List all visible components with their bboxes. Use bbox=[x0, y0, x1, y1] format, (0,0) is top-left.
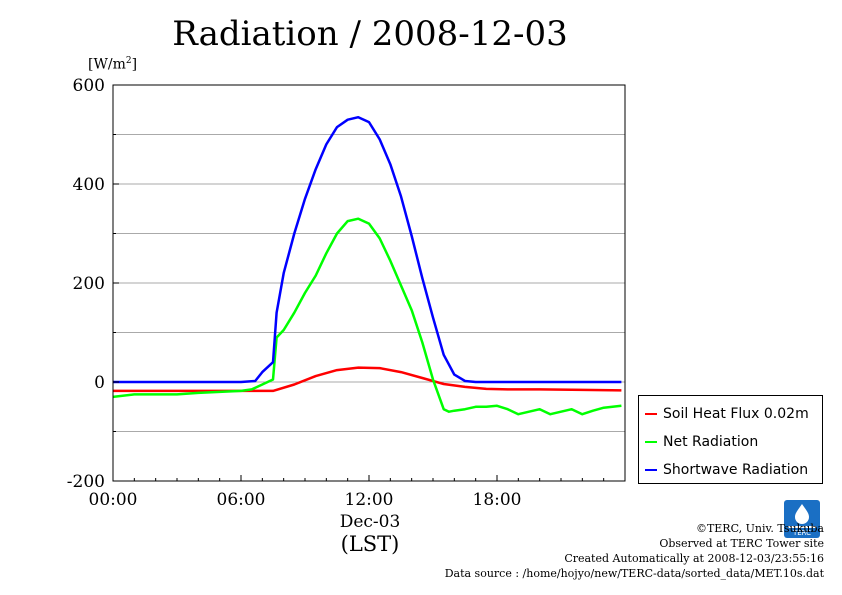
y-tick-label: -200 bbox=[67, 472, 105, 492]
terc-logo-icon: TERC bbox=[784, 500, 820, 538]
legend-label: Net Radiation bbox=[663, 434, 759, 450]
footer-copyright: ©TERC, Univ. Tsukuba bbox=[695, 522, 824, 535]
legend-label: Soil Heat Flux 0.02m bbox=[663, 406, 809, 422]
series-line-shortwave-radiation bbox=[113, 115, 622, 384]
legend: Soil Heat Flux 0.02m Net Radiation Short… bbox=[638, 395, 823, 484]
x-axis-label: (LST) bbox=[340, 532, 400, 556]
footer-site: Observed at TERC Tower site bbox=[659, 537, 824, 550]
series-lines bbox=[112, 115, 622, 416]
y-tick-label: 600 bbox=[73, 76, 105, 96]
x-date-label: Dec-03 bbox=[339, 512, 401, 532]
logo-text: TERC bbox=[792, 529, 811, 537]
x-tick-label: 18:00 bbox=[473, 490, 522, 510]
y-tick-label: 400 bbox=[73, 175, 105, 195]
legend-swatch-red bbox=[645, 413, 657, 415]
legend-item-soil-heat-flux: Soil Heat Flux 0.02m bbox=[639, 400, 822, 428]
footer-created: Created Automatically at 2008-12-03/23:5… bbox=[564, 552, 824, 565]
unit-close: ] bbox=[131, 56, 138, 73]
x-tick-label: 06:00 bbox=[217, 490, 266, 510]
x-tick-label: 00:00 bbox=[89, 490, 138, 510]
legend-label: Shortwave Radiation bbox=[663, 462, 809, 478]
y-tick-label: 0 bbox=[94, 373, 105, 393]
legend-item-shortwave-radiation: Shortwave Radiation bbox=[639, 456, 822, 484]
series-line-net-radiation bbox=[112, 217, 622, 416]
y-tick-label: 200 bbox=[73, 274, 105, 294]
unit-sup: 2 bbox=[125, 56, 132, 66]
chart-title: Radiation / 2008-12-03 bbox=[172, 14, 568, 54]
x-tick-label: 12:00 bbox=[345, 490, 394, 510]
footer: ©TERC, Univ. Tsukuba Observed at TERC To… bbox=[445, 521, 824, 581]
y-axis: -200 0 200 400 600 bbox=[67, 76, 119, 492]
legend-item-net-radiation: Net Radiation bbox=[639, 428, 822, 456]
series-line-soil-heat-flux-0-02m bbox=[113, 366, 622, 393]
unit-text: [W/m bbox=[88, 56, 126, 73]
footer-source: Data source : /home/hojyo/new/TERC-data/… bbox=[444, 567, 824, 580]
y-axis-unit: [W/m2] bbox=[88, 56, 137, 73]
legend-swatch-blue bbox=[645, 469, 657, 471]
legend-swatch-green bbox=[645, 441, 657, 443]
x-axis: 00:00 06:00 12:00 18:00 bbox=[89, 475, 605, 510]
grid-lines bbox=[113, 134, 625, 432]
